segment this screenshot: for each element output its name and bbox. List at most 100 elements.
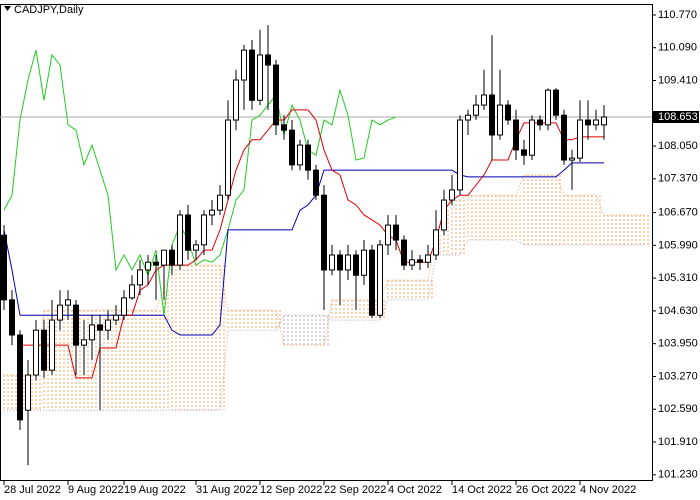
candle-body (225, 119, 231, 196)
candle-body (289, 129, 295, 166)
candle-body (569, 157, 575, 161)
candle-body (1, 234, 7, 301)
candle-body (33, 329, 39, 376)
candle-body (329, 254, 335, 271)
candle-body (209, 209, 215, 216)
candle-body (417, 259, 423, 263)
candle-body (489, 94, 495, 136)
senkou-a-line (4, 174, 644, 376)
y-tick-label: 103.950 (658, 338, 698, 350)
candle-body (337, 254, 343, 271)
candle-body (457, 119, 463, 191)
x-tick-label: 22 Sep 2022 (324, 484, 386, 496)
candle-body (377, 244, 383, 316)
candle-body (593, 119, 599, 126)
price-label: 108.653 (658, 111, 698, 123)
y-tick-label: 106.670 (658, 206, 698, 218)
candle-body (497, 104, 503, 136)
candle-body (105, 319, 111, 331)
x-tick-label: 28 Jul 2022 (4, 484, 61, 496)
x-tick-label: 31 Aug 2022 (196, 484, 258, 496)
candle-body (137, 269, 143, 286)
candle-body (241, 49, 247, 81)
candle-body (57, 304, 63, 321)
y-tick-label: 103.270 (658, 370, 698, 382)
price-label-box (653, 110, 699, 123)
candle-body (25, 374, 31, 411)
candle-body (361, 249, 367, 276)
candle-body (249, 49, 255, 101)
candle-body (449, 189, 455, 201)
candle-body (97, 324, 103, 331)
x-tick-label: 26 Oct 2022 (516, 484, 576, 496)
candle-body (153, 261, 159, 266)
candle-body (265, 54, 271, 66)
candle-body (161, 249, 167, 266)
y-tick-label: 108.050 (658, 140, 698, 152)
candle-body (601, 116, 607, 126)
candle-body (369, 249, 375, 316)
candle-body (81, 339, 87, 346)
candle-body (169, 249, 175, 266)
x-tick-label: 9 Aug 2022 (68, 484, 124, 496)
candle-body (257, 54, 263, 101)
plot-area (0, 25, 652, 466)
candle-body (177, 214, 183, 266)
candle-body (545, 89, 551, 126)
candle-body (273, 64, 279, 126)
candle-body (385, 224, 391, 246)
candle-body (465, 114, 471, 121)
chart-title: CADJPY,Daily (14, 4, 84, 16)
candle-body (537, 119, 543, 126)
x-tick-label: 4 Oct 2022 (388, 484, 442, 496)
candle-body (481, 94, 487, 106)
candle-body (345, 254, 351, 271)
candle-body (233, 79, 239, 121)
y-tick-label: 101.910 (658, 436, 698, 448)
y-tick-label: 107.370 (658, 173, 698, 185)
candle-body (49, 319, 55, 371)
candle-body (297, 144, 303, 166)
candle-body (521, 149, 527, 156)
candle-body (201, 214, 207, 246)
candle-body (353, 254, 359, 276)
candle-body (9, 299, 15, 336)
candle-body (313, 169, 319, 196)
candle-body (577, 119, 583, 159)
y-tick-label: 110.770 (658, 9, 697, 21)
candle-body (505, 104, 511, 121)
candle-body (441, 199, 447, 231)
candle-body (585, 119, 591, 126)
title-marker (4, 6, 11, 11)
candle-body (113, 314, 119, 321)
candle-body (305, 144, 311, 171)
plot-frame (0, 4, 653, 481)
y-tick-label: 102.590 (658, 403, 698, 415)
candle-body (561, 114, 567, 161)
candle-body (529, 119, 535, 156)
y-tick-label: 105.990 (658, 239, 698, 251)
x-tick-label: 14 Oct 2022 (452, 484, 512, 496)
candle-body (89, 324, 95, 341)
candle-body (553, 89, 559, 116)
candle-body (41, 329, 47, 371)
candle-body (433, 229, 439, 256)
candle-body (65, 299, 71, 306)
candle-body (185, 214, 191, 251)
candle-body (425, 254, 431, 263)
y-tick-label: 104.630 (658, 305, 698, 317)
candle-body (193, 244, 199, 251)
y-tick-label: 105.310 (658, 272, 698, 284)
candle-body (73, 304, 79, 346)
candle-body (217, 194, 223, 211)
tenkan-line (20, 109, 604, 379)
y-tick-label: 110.090 (658, 42, 697, 54)
candle-body (393, 224, 399, 241)
candle-body (321, 194, 327, 271)
candle-body (473, 104, 479, 116)
candle-body (145, 261, 151, 271)
candle-body (513, 119, 519, 151)
chikou-line (3, 50, 397, 316)
y-tick-label: 109.410 (658, 74, 698, 86)
